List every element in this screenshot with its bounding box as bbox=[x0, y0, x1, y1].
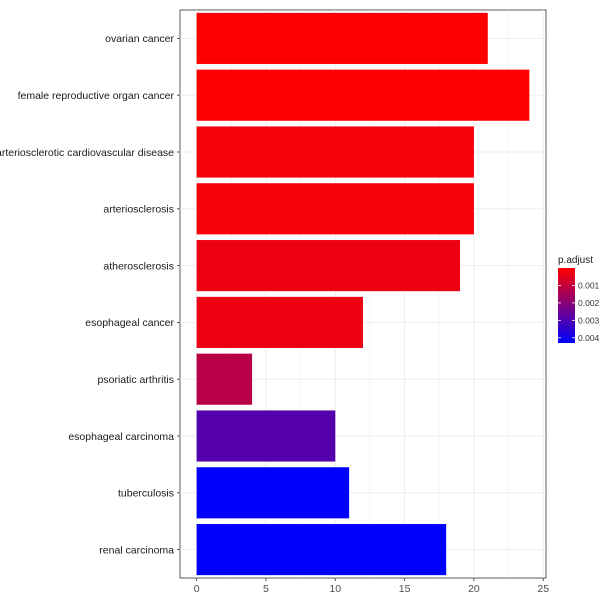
category-label: atherosclerosis bbox=[103, 260, 174, 272]
x-tick-label: 25 bbox=[537, 583, 549, 595]
category-label: esophageal cancer bbox=[85, 317, 174, 329]
x-tick-label: 15 bbox=[399, 583, 411, 595]
category-label: female reproductive organ cancer bbox=[18, 90, 175, 102]
bar-esophageal-cancer bbox=[196, 296, 363, 348]
bar-esophageal-carcinoma bbox=[196, 410, 336, 462]
bars bbox=[196, 12, 530, 576]
x-tick-label: 20 bbox=[468, 583, 480, 595]
category-label: psoriatic arthritis bbox=[98, 374, 174, 386]
legend-tick-label: 0.004 bbox=[578, 333, 600, 343]
bar-arteriosclerotic-cardiovascular-disease bbox=[196, 126, 474, 178]
legend-colorbar bbox=[558, 268, 575, 343]
legend-ticks: 0.001 0.002 0.003 0.004 bbox=[558, 280, 600, 343]
bar-psoriatic-arthritis bbox=[196, 353, 253, 405]
category-label: ovarian cancer bbox=[105, 33, 174, 45]
x-tick-label: 10 bbox=[329, 583, 341, 595]
bar-ovarian-cancer bbox=[196, 12, 488, 64]
legend-tick-label: 0.003 bbox=[578, 315, 600, 325]
category-label: arteriosclerosis bbox=[103, 204, 174, 216]
legend-tick-label: 0.002 bbox=[578, 298, 600, 308]
legend-title: p.adjust bbox=[558, 255, 593, 266]
x-tick-label: 0 bbox=[194, 583, 200, 595]
x-tick-label: 5 bbox=[263, 583, 269, 595]
legend: p.adjust 0.001 0.002 0.003 0.004 bbox=[558, 255, 600, 343]
x-axis: 0 5 10 15 20 25 bbox=[194, 578, 549, 595]
category-label: arteriosclerotic cardiovascular disease bbox=[0, 147, 174, 159]
legend-tick-label: 0.001 bbox=[578, 280, 600, 290]
category-label: tuberculosis bbox=[118, 488, 174, 500]
bar-female-reproductive-organ-cancer bbox=[196, 69, 530, 121]
bar-atherosclerosis bbox=[196, 240, 461, 292]
bar-renal-carcinoma bbox=[196, 524, 447, 576]
category-label: renal carcinoma bbox=[99, 544, 174, 556]
category-label: esophageal carcinoma bbox=[68, 431, 174, 443]
category-labels: ovarian cancer female reproductive organ … bbox=[0, 33, 180, 556]
bar-arteriosclerosis bbox=[196, 183, 474, 235]
bar-tuberculosis bbox=[196, 467, 350, 519]
